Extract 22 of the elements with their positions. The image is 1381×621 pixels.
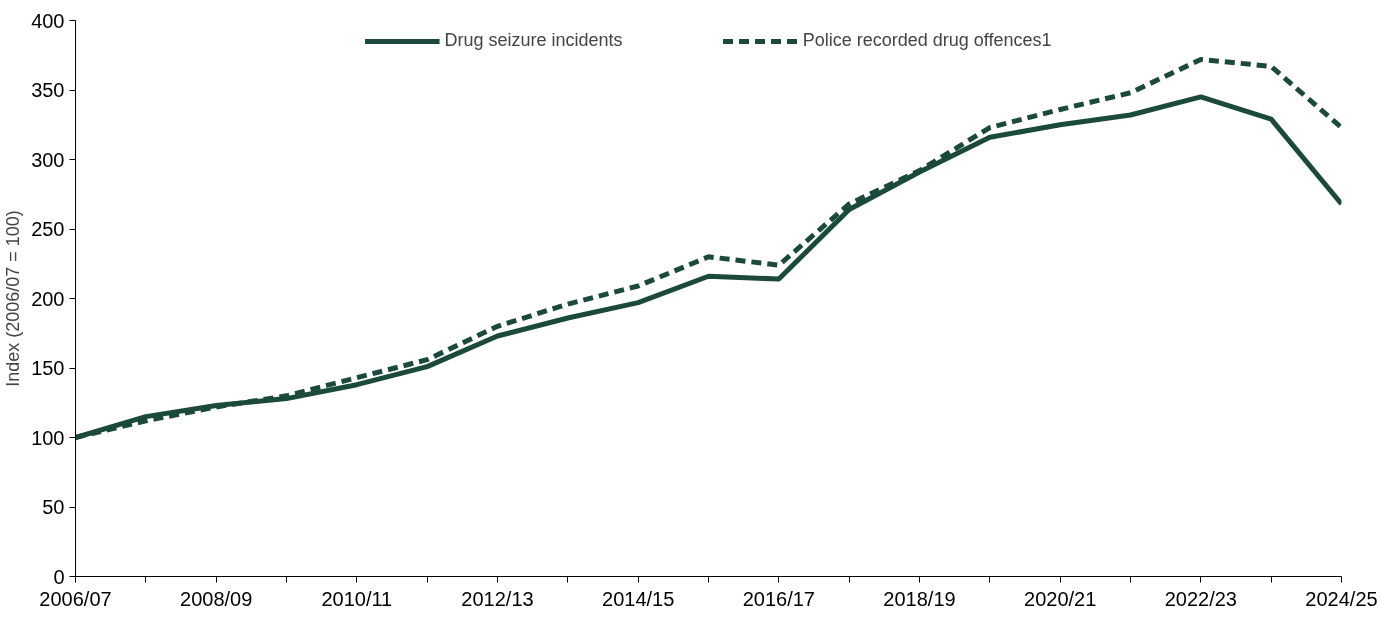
y-tick-label: 100 (31, 426, 65, 449)
y-tick-label: 400 (31, 9, 65, 32)
y-tick-label: 300 (31, 148, 65, 171)
y-tick-label: 50 (42, 496, 65, 518)
x-tick-label: 2006/07 (39, 587, 112, 610)
x-tick-label: 2010/11 (321, 587, 393, 610)
x-tick-label: 2024/25 (1305, 587, 1378, 610)
legend-label: Police recorded drug offences1 (802, 30, 1052, 51)
x-tick-label: 2022/23 (1164, 587, 1237, 610)
legend-label: Drug seizure incidents (444, 30, 623, 51)
x-tick-label: 2012/13 (461, 587, 534, 610)
y-tick-label: 250 (31, 218, 65, 240)
x-tick-label: 2020/21 (1024, 587, 1097, 610)
y-tick-label: 200 (31, 287, 65, 310)
y-axis-title: Index (2006/07 = 100) (3, 210, 24, 387)
y-tick-label: 150 (31, 357, 65, 379)
x-tick-label: 2016/17 (742, 587, 815, 610)
x-tick-label: 2018/19 (883, 587, 956, 610)
x-tick-label: 2014/15 (602, 587, 675, 610)
y-tick-label: 0 (53, 565, 65, 588)
y-tick-label: 350 (31, 79, 65, 101)
x-tick-label: 2008/09 (180, 587, 253, 610)
